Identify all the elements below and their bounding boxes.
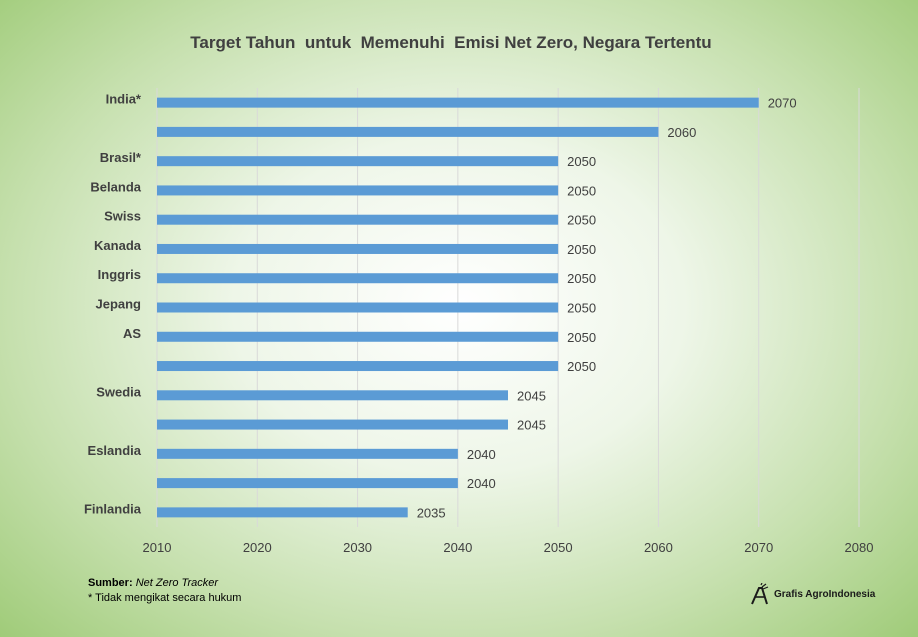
source-label: Sumber: xyxy=(88,577,133,589)
data-label: 2050 xyxy=(567,154,596,169)
chart-title: Target Tahun untuk Memenuhi Emisi Net Ze… xyxy=(190,33,711,52)
bar xyxy=(157,302,559,313)
category-label: Kanada xyxy=(94,238,142,253)
data-label: 2050 xyxy=(567,301,596,316)
data-label: 2070 xyxy=(768,96,797,111)
data-label: 2045 xyxy=(517,388,546,403)
x-tick-label: 2020 xyxy=(243,540,272,555)
category-label: Jepang xyxy=(95,297,141,312)
bar xyxy=(157,126,659,137)
brand-name: Grafis AgroIndonesia xyxy=(774,588,876,600)
agroindonesia-logo-icon xyxy=(751,583,769,605)
category-label: Belanda xyxy=(90,179,141,194)
chart-footer: Sumber: Net Zero Tracker * Tidak mengika… xyxy=(88,576,241,606)
data-label: 2060 xyxy=(667,125,696,140)
data-label: 2050 xyxy=(567,330,596,345)
brand-mark: Grafis AgroIndonesia xyxy=(750,583,875,605)
category-label: Eslandia xyxy=(88,443,142,458)
bar xyxy=(157,97,759,108)
bar xyxy=(157,156,559,167)
data-label: 2050 xyxy=(567,213,596,228)
data-label: 2045 xyxy=(517,418,546,433)
x-tick-label: 2070 xyxy=(744,540,773,555)
bar xyxy=(157,448,458,459)
x-tick-label: 2030 xyxy=(343,540,372,555)
data-label: 2050 xyxy=(567,242,596,257)
bar xyxy=(157,214,559,225)
category-label: Inggris xyxy=(98,267,141,282)
data-label: 2040 xyxy=(467,447,496,462)
category-labels: India* Brasil* Belanda Swiss Kanada Inggris Je… xyxy=(84,92,142,517)
source-line: Sumber: Net Zero Tracker xyxy=(88,576,241,591)
value-labels: 2070 2060 2050 2050 2050 2050 2050 2050 2050 2050… xyxy=(417,96,797,521)
x-axis-ticks: 2010 2020 2030 2040 2050 2060 2070 2080 xyxy=(143,540,874,555)
data-label: 2050 xyxy=(567,271,596,286)
x-tick-label: 2010 xyxy=(143,540,172,555)
source-name: Net Zero Tracker xyxy=(135,577,218,589)
bar xyxy=(157,185,559,196)
footnote: * Tidak mengikat secara hukum xyxy=(88,592,242,604)
bar xyxy=(157,419,508,430)
bar xyxy=(157,243,559,254)
category-label: Brasil* xyxy=(100,150,142,165)
category-label: Swedia xyxy=(96,384,142,399)
data-label: 2040 xyxy=(467,476,496,491)
category-label: India* xyxy=(106,92,142,107)
category-label: Swiss xyxy=(104,209,141,224)
x-tick-label: 2050 xyxy=(544,540,573,555)
bar xyxy=(157,331,559,342)
bar xyxy=(157,273,559,284)
data-label: 2050 xyxy=(567,183,596,198)
bar xyxy=(157,390,508,401)
data-label: 2050 xyxy=(567,359,596,374)
x-tick-label: 2080 xyxy=(845,540,874,555)
data-label: 2035 xyxy=(417,505,446,520)
bar xyxy=(157,361,559,372)
category-label: Finlandia xyxy=(84,501,142,516)
bar xyxy=(157,507,408,518)
bars xyxy=(157,97,759,518)
x-tick-label: 2040 xyxy=(443,540,472,555)
category-label: AS xyxy=(123,326,141,341)
bar xyxy=(157,478,458,489)
x-tick-label: 2060 xyxy=(644,540,673,555)
